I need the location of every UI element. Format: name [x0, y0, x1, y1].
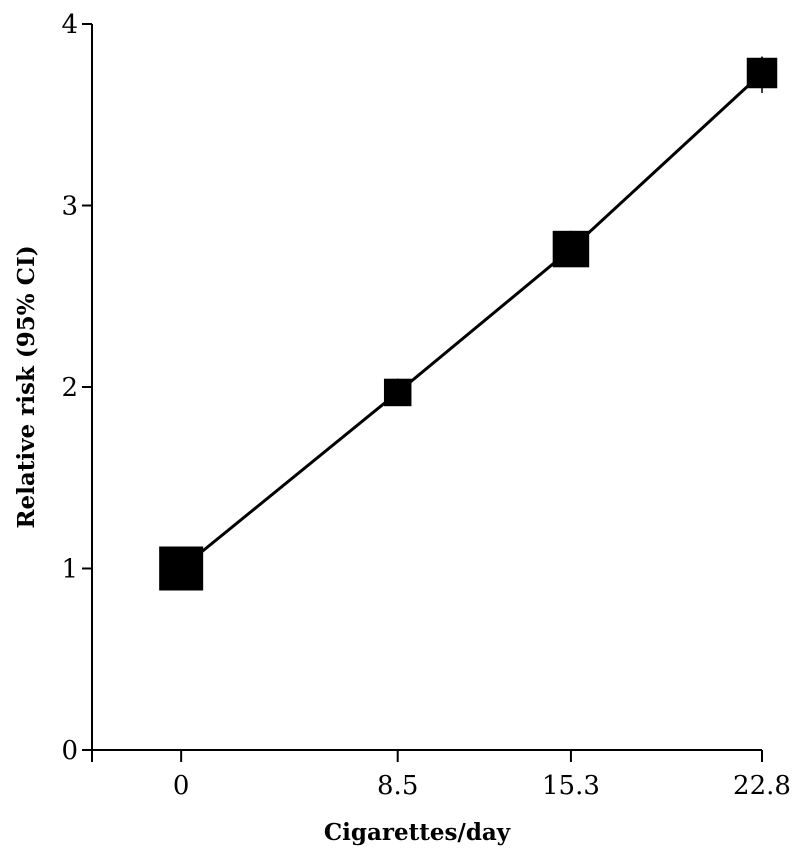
x-axis-title: Cigarettes/day: [324, 819, 511, 846]
x-tick-label: 15.3: [542, 771, 600, 801]
y-tick-label: 1: [61, 555, 78, 585]
data-point-marker: [159, 546, 204, 591]
plot-area: [159, 56, 778, 591]
y-tick-label: 3: [61, 192, 78, 222]
y-tick-label: 2: [61, 373, 78, 403]
x-tick-label: 0: [173, 771, 190, 801]
series-line: [180, 71, 764, 570]
y-axis-title: Relative risk (95% CI): [13, 245, 40, 528]
x-tick-label: 22.8: [733, 771, 791, 801]
y-tick-label: 4: [61, 10, 78, 40]
x-tick-label: 8.5: [377, 771, 418, 801]
x-axis: 0 8.5 15.3 22.8: [91, 749, 791, 801]
y-axis: 0 1 2 3 4: [61, 10, 93, 766]
y-tick-label: 0: [61, 736, 78, 766]
